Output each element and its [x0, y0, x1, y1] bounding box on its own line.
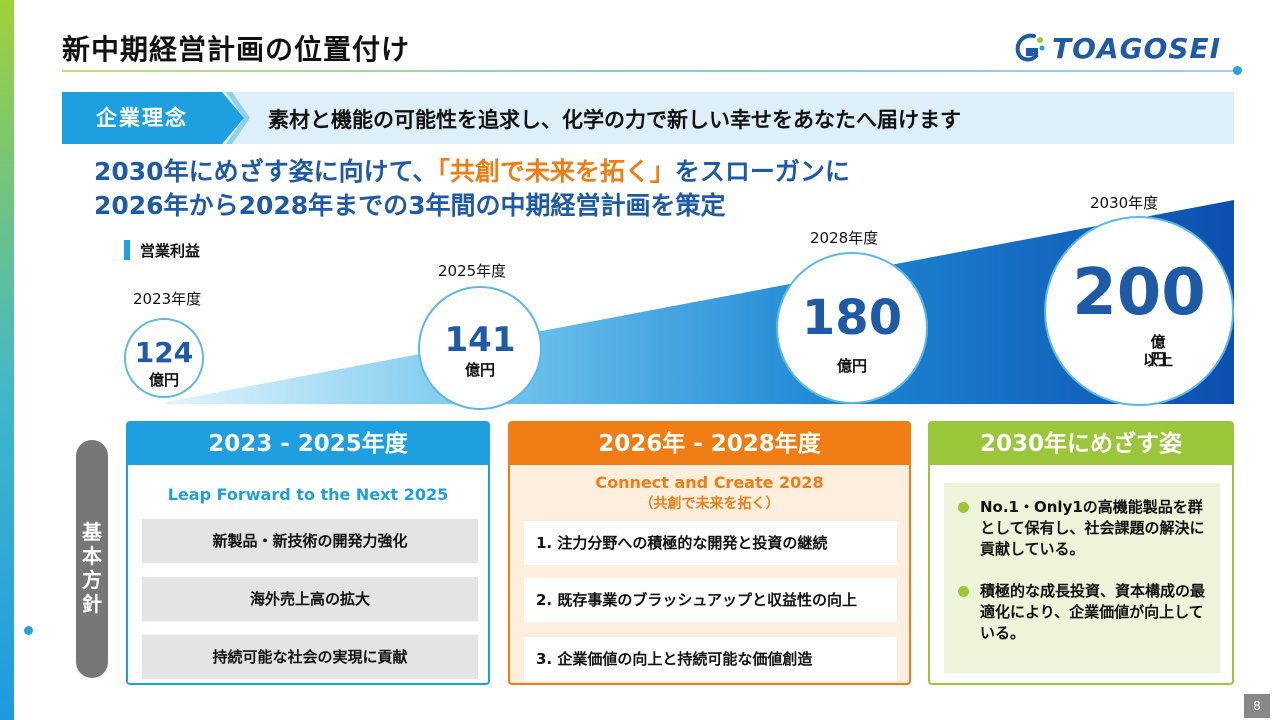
profit-unit2-2030: 以上 [1142, 351, 1173, 369]
year-label-2023: 2023年度 [133, 290, 202, 308]
panel-2023-2025-subtitle: Leap Forward to the Next 2025 [167, 485, 449, 504]
basic-policy-label-text: 基本方針 [82, 520, 102, 616]
logo-mark-icon [1015, 33, 1045, 62]
bullet-icon [958, 586, 969, 597]
profit-value-2023: 124 [134, 336, 194, 369]
bullet-icon [958, 502, 969, 513]
logo-text: TOAGOSEI [1052, 31, 1222, 65]
vision-item: No.1・Only1の高機能製品を群として保有し、社会課題の解決に貢献している。 [958, 497, 1208, 560]
left-accent-stripe [0, 0, 14, 720]
profit-unit-2028: 億円 [836, 357, 867, 375]
panel-2023-2025: 2023 - 2025年度 Leap Forward to the Next 2… [126, 421, 490, 685]
profit-unit-2025: 億円 [464, 361, 495, 379]
profit-value-2028: 180 [801, 290, 903, 346]
year-label-2030: 2030年度 [1090, 194, 1159, 212]
profit-value-2030: 200 [1072, 256, 1206, 330]
profit-circle-2028: 180 億円 [776, 252, 928, 404]
title-divider-dot [1233, 66, 1242, 75]
vision-box: No.1・Only1の高機能製品を群として保有し、社会課題の解決に貢献している。… [944, 483, 1220, 673]
policy-item: 3. 企業価値の向上と持続可能な価値創造 [524, 637, 897, 681]
profit-unit-2030: 億円 [1150, 333, 1166, 368]
panel-2026-2028-header: 2026年 - 2028年度 [510, 423, 909, 465]
panel-2026-2028: 2026年 - 2028年度 Connect and Create 2028 （… [508, 421, 911, 685]
profit-value-2025: 141 [444, 320, 516, 360]
vision-item: 積極的な成長投資、資本構成の最適化により、企業価値が向上している。 [958, 581, 1208, 644]
company-logo: TOAGOSEI [1012, 28, 1244, 68]
page-number: 8 [1244, 694, 1270, 718]
panel-2030-vision-header: 2030年にめざす姿 [930, 423, 1232, 465]
basic-policy-label: 基本方針 [76, 520, 108, 616]
side-dot [24, 626, 33, 635]
profit-circle-2023: 124 億円 [124, 318, 204, 398]
policy-item: 2. 既存事業のブラッシュアップと収益性の向上 [524, 578, 897, 622]
headline-slogan: 「共創で未来を拓く」 [437, 157, 675, 186]
headline-line-1: 2030年にめざす姿に向けて、「共創で未来を拓く」をスローガンに [94, 152, 850, 188]
policy-item: 1. 注力分野への積極的な開発と投資の継続 [524, 521, 897, 565]
basic-policy-tab [76, 440, 108, 678]
title-divider [62, 70, 1238, 72]
policy-item: 海外売上高の拡大 [142, 577, 478, 621]
philosophy-bar [62, 92, 1234, 144]
headline-post: をスローガンに [674, 157, 850, 186]
philosophy-tag-shape [62, 92, 250, 144]
panel-2026-2028-subtitle: Connect and Create 2028 [595, 473, 824, 492]
profit-unit-2023: 億円 [148, 371, 179, 389]
vision-item-text: 積極的な成長投資、資本構成の最適化により、企業価値が向上している。 [980, 582, 1206, 642]
headline-line-2: 2026年から2028年までの3年間の中期経営計画を策定 [94, 191, 726, 220]
philosophy-tag-label: 企業理念 [96, 106, 188, 130]
operating-profit-marker [124, 240, 130, 260]
year-label-2028: 2028年度 [810, 229, 879, 247]
profit-circle-2030: 200 億円 以上 [1044, 216, 1234, 406]
philosophy-text: 素材と機能の可能性を追求し、化学の力で新しい幸せをあなたへ届けます [268, 108, 961, 132]
panel-2030-vision: 2030年にめざす姿 No.1・Only1の高機能製品を群として保有し、社会課題… [928, 421, 1234, 685]
profit-circle-2025: 141 億円 [418, 286, 542, 410]
slide-title: 新中期経営計画の位置付け [62, 33, 411, 66]
year-label-2025: 2025年度 [438, 262, 507, 280]
policy-item: 持続可能な社会の実現に貢献 [142, 635, 478, 679]
panel-2026-2028-slogan: （共創で未来を拓く） [639, 496, 780, 512]
policy-item: 新製品・新技術の開発力強化 [142, 519, 478, 563]
operating-profit-label: 営業利益 [140, 242, 201, 260]
headline-pre: 2030年にめざす姿に向けて、 [94, 157, 438, 186]
vision-item-text: No.1・Only1の高機能製品を群として保有し、社会課題の解決に貢献している。 [980, 498, 1205, 558]
panel-2023-2025-header: 2023 - 2025年度 [128, 423, 488, 465]
